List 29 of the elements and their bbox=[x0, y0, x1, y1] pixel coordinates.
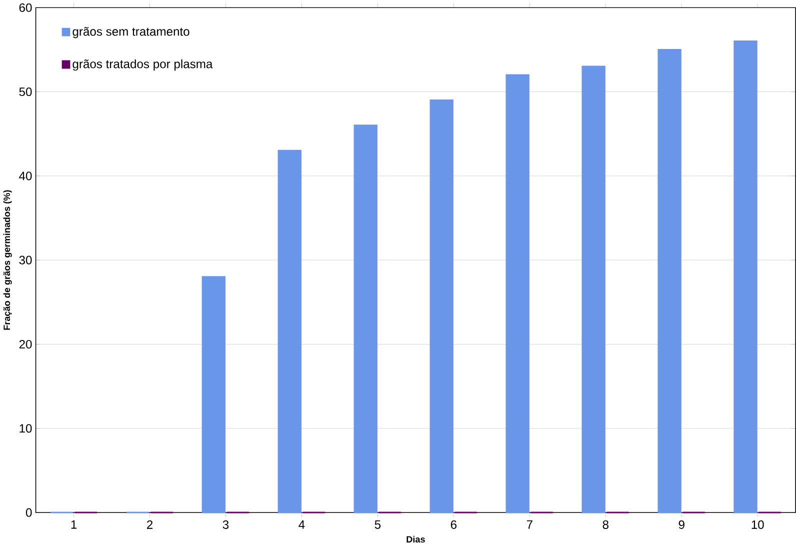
x-tick-label: 9 bbox=[678, 520, 684, 529]
y-tick-label: 0 bbox=[26, 508, 32, 517]
x-tick-label: 2 bbox=[147, 520, 153, 529]
x-tick-label: 7 bbox=[526, 520, 532, 529]
y-tick-label: 20 bbox=[19, 340, 32, 349]
bar bbox=[506, 74, 530, 514]
bar bbox=[734, 40, 758, 514]
x-tick-label: 3 bbox=[222, 520, 229, 529]
y-tick-label: 30 bbox=[19, 256, 32, 264]
y-tick-label: 10 bbox=[20, 424, 32, 433]
y-tick-label: 50 bbox=[19, 88, 32, 96]
x-tick-label: 8 bbox=[602, 520, 608, 529]
legend-label: grãos sem tratamento bbox=[72, 27, 190, 38]
x-tick-label: 5 bbox=[374, 520, 381, 529]
x-tick-label: 4 bbox=[298, 520, 305, 529]
y-tick-label: 40 bbox=[19, 172, 32, 180]
y-tick-label: 60 bbox=[19, 3, 32, 12]
bar bbox=[354, 124, 378, 514]
x-tick-label: 10 bbox=[752, 520, 764, 529]
bar bbox=[658, 48, 682, 514]
x-tick-label: 1 bbox=[71, 520, 77, 529]
bar bbox=[582, 66, 606, 514]
bar bbox=[430, 99, 454, 514]
legend-label: grãos tratados por plasma bbox=[72, 59, 213, 71]
x-axis-title: Dias bbox=[406, 536, 425, 543]
bar bbox=[278, 150, 302, 514]
bar bbox=[202, 276, 226, 514]
y-axis-title: Fração de grãos germinados (%) bbox=[3, 190, 12, 330]
x-tick-label: 6 bbox=[450, 520, 457, 529]
